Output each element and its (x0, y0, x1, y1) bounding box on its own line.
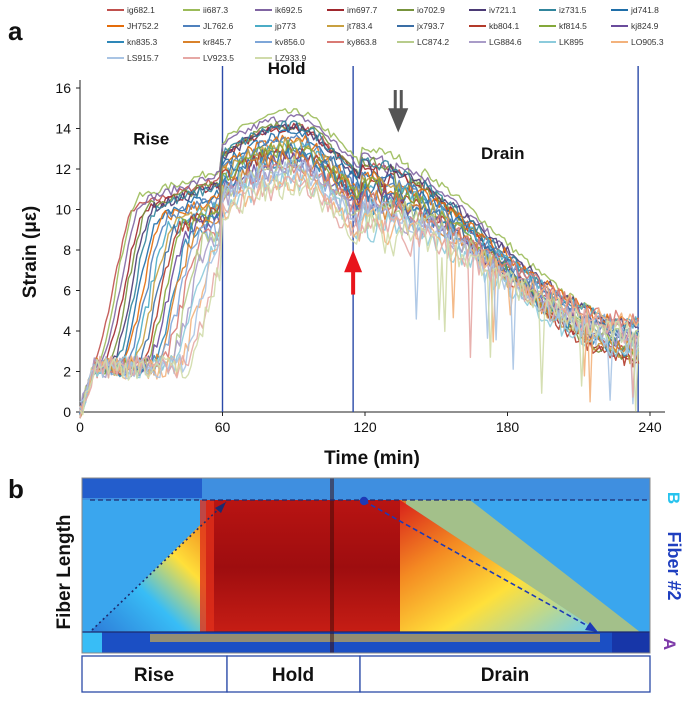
x-tick-label: 60 (215, 419, 231, 435)
heatmap-top-band (82, 478, 650, 500)
legend-entry: kb804.1 (489, 21, 520, 31)
legend-entry: ig682.1 (127, 5, 155, 15)
heatmap-hold-region (206, 500, 406, 635)
panel-b-letter: b (8, 474, 24, 504)
legend-entry: ky863.8 (347, 37, 377, 47)
red-arrow-head (344, 250, 363, 273)
legend-entry: im697.7 (347, 5, 378, 15)
legend-entry: iv721.1 (489, 5, 517, 15)
y-tick-label: 10 (55, 202, 71, 218)
rise-dotted-arrow (91, 501, 227, 631)
plot-axes: 0 2 4 6 8 10 12 14 16 0 60 120 180 240 (55, 66, 665, 435)
rise-arrowhead (215, 502, 226, 513)
y-tick-label: 2 (63, 364, 71, 380)
phase-label-hold: Hold (272, 665, 314, 686)
legend-entry: kf814.5 (559, 21, 587, 31)
legend-entry: JL762.6 (203, 21, 234, 31)
legend-entry: kv856.0 (275, 37, 305, 47)
series-line-LV923.5 (79, 175, 640, 419)
legend-entry: iz731.5 (559, 5, 587, 15)
end-label-a: A (660, 638, 679, 650)
phase-bar: Rise Hold Drain (81, 655, 651, 693)
phase-label-rise: Rise (133, 130, 169, 149)
legend-entry: kn835.3 (127, 37, 158, 47)
y-tick-label: 12 (55, 161, 71, 177)
legend-entry: jd741.8 (630, 5, 659, 15)
fiber-length-label: Fiber Length (54, 514, 75, 629)
panel-a-letter: a (8, 16, 23, 46)
y-tick-label: 8 (63, 242, 71, 258)
legend-entry: ik692.5 (275, 5, 303, 15)
heatmap-bottom-right (612, 632, 650, 653)
phase-box-drain (359, 655, 651, 693)
series-line-jd741.8 (79, 129, 640, 408)
legend-entry: LG884.6 (489, 37, 522, 47)
heatmap-streak (330, 478, 334, 653)
legend-entry: kr845.7 (203, 37, 232, 47)
y-tick-label: 14 (55, 121, 71, 137)
phase-label-hold: Hold (268, 59, 306, 78)
legend-entry: jt783.4 (346, 21, 373, 31)
phase-box-hold (226, 655, 361, 693)
x-tick-label: 120 (353, 419, 377, 435)
legend-entry: LK895 (559, 37, 584, 47)
heatmap-bottom-left (82, 632, 102, 653)
legend-entry: LO905.3 (631, 37, 664, 47)
legend-entry: JH752.2 (127, 21, 159, 31)
heatmap-drain-band (400, 500, 640, 632)
x-tick-label: 240 (638, 419, 662, 435)
legend-entry: io702.9 (417, 5, 445, 15)
legend-entry: LZ933.9 (275, 53, 306, 63)
heatmap (82, 478, 650, 653)
fiber-number-label: Fiber #2 (664, 531, 684, 600)
legend-entry: kj824.9 (631, 21, 659, 31)
legend-entry: LC874.2 (417, 37, 449, 47)
phase-box-rise (81, 655, 228, 693)
series-line-kb804.1 (79, 143, 640, 412)
heatmap-hold-edge (200, 500, 214, 635)
y-tick-label: 4 (63, 323, 71, 339)
heatmap-top-dark (82, 478, 202, 498)
y-tick-label: 0 (63, 404, 71, 420)
heatmap-bottom-streak (150, 634, 600, 642)
x-axis-title: Time (min) (324, 448, 420, 469)
legend: ig682.1 ii687.3 ik692.5 im697.7 io702.9 iv721… (107, 5, 664, 63)
annotations: Rise Hold Drain (133, 59, 524, 295)
gray-arrow-head (388, 108, 409, 133)
series-line-LZ933.9 (79, 175, 640, 416)
legend-entry: jx793.7 (416, 21, 445, 31)
phase-label-drain: Drain (481, 665, 530, 686)
strain-plot: 0 2 4 6 8 10 12 14 16 0 60 120 180 240 Rise Hold Drain (55, 59, 665, 435)
phase-label-rise: Rise (134, 665, 174, 686)
y-tick-label: 6 (63, 283, 71, 299)
legend-entry: jp773 (274, 21, 296, 31)
series-lines (79, 108, 640, 419)
legend-entry: LV923.5 (203, 53, 234, 63)
heatmap-frame (81, 477, 651, 654)
end-label-b: B (664, 492, 683, 504)
drain-dashed-arrow (363, 500, 596, 631)
x-tick-label: 0 (76, 419, 84, 435)
legend-entry: ii687.3 (203, 5, 228, 15)
x-tick-label: 180 (496, 419, 520, 435)
phase-label-drain: Drain (481, 144, 524, 163)
drain-arrowhead (585, 622, 598, 632)
legend-entry: LS915.7 (127, 53, 159, 63)
y-tick-label: 16 (55, 80, 71, 96)
y-axis-title: Strain (με) (20, 206, 41, 298)
